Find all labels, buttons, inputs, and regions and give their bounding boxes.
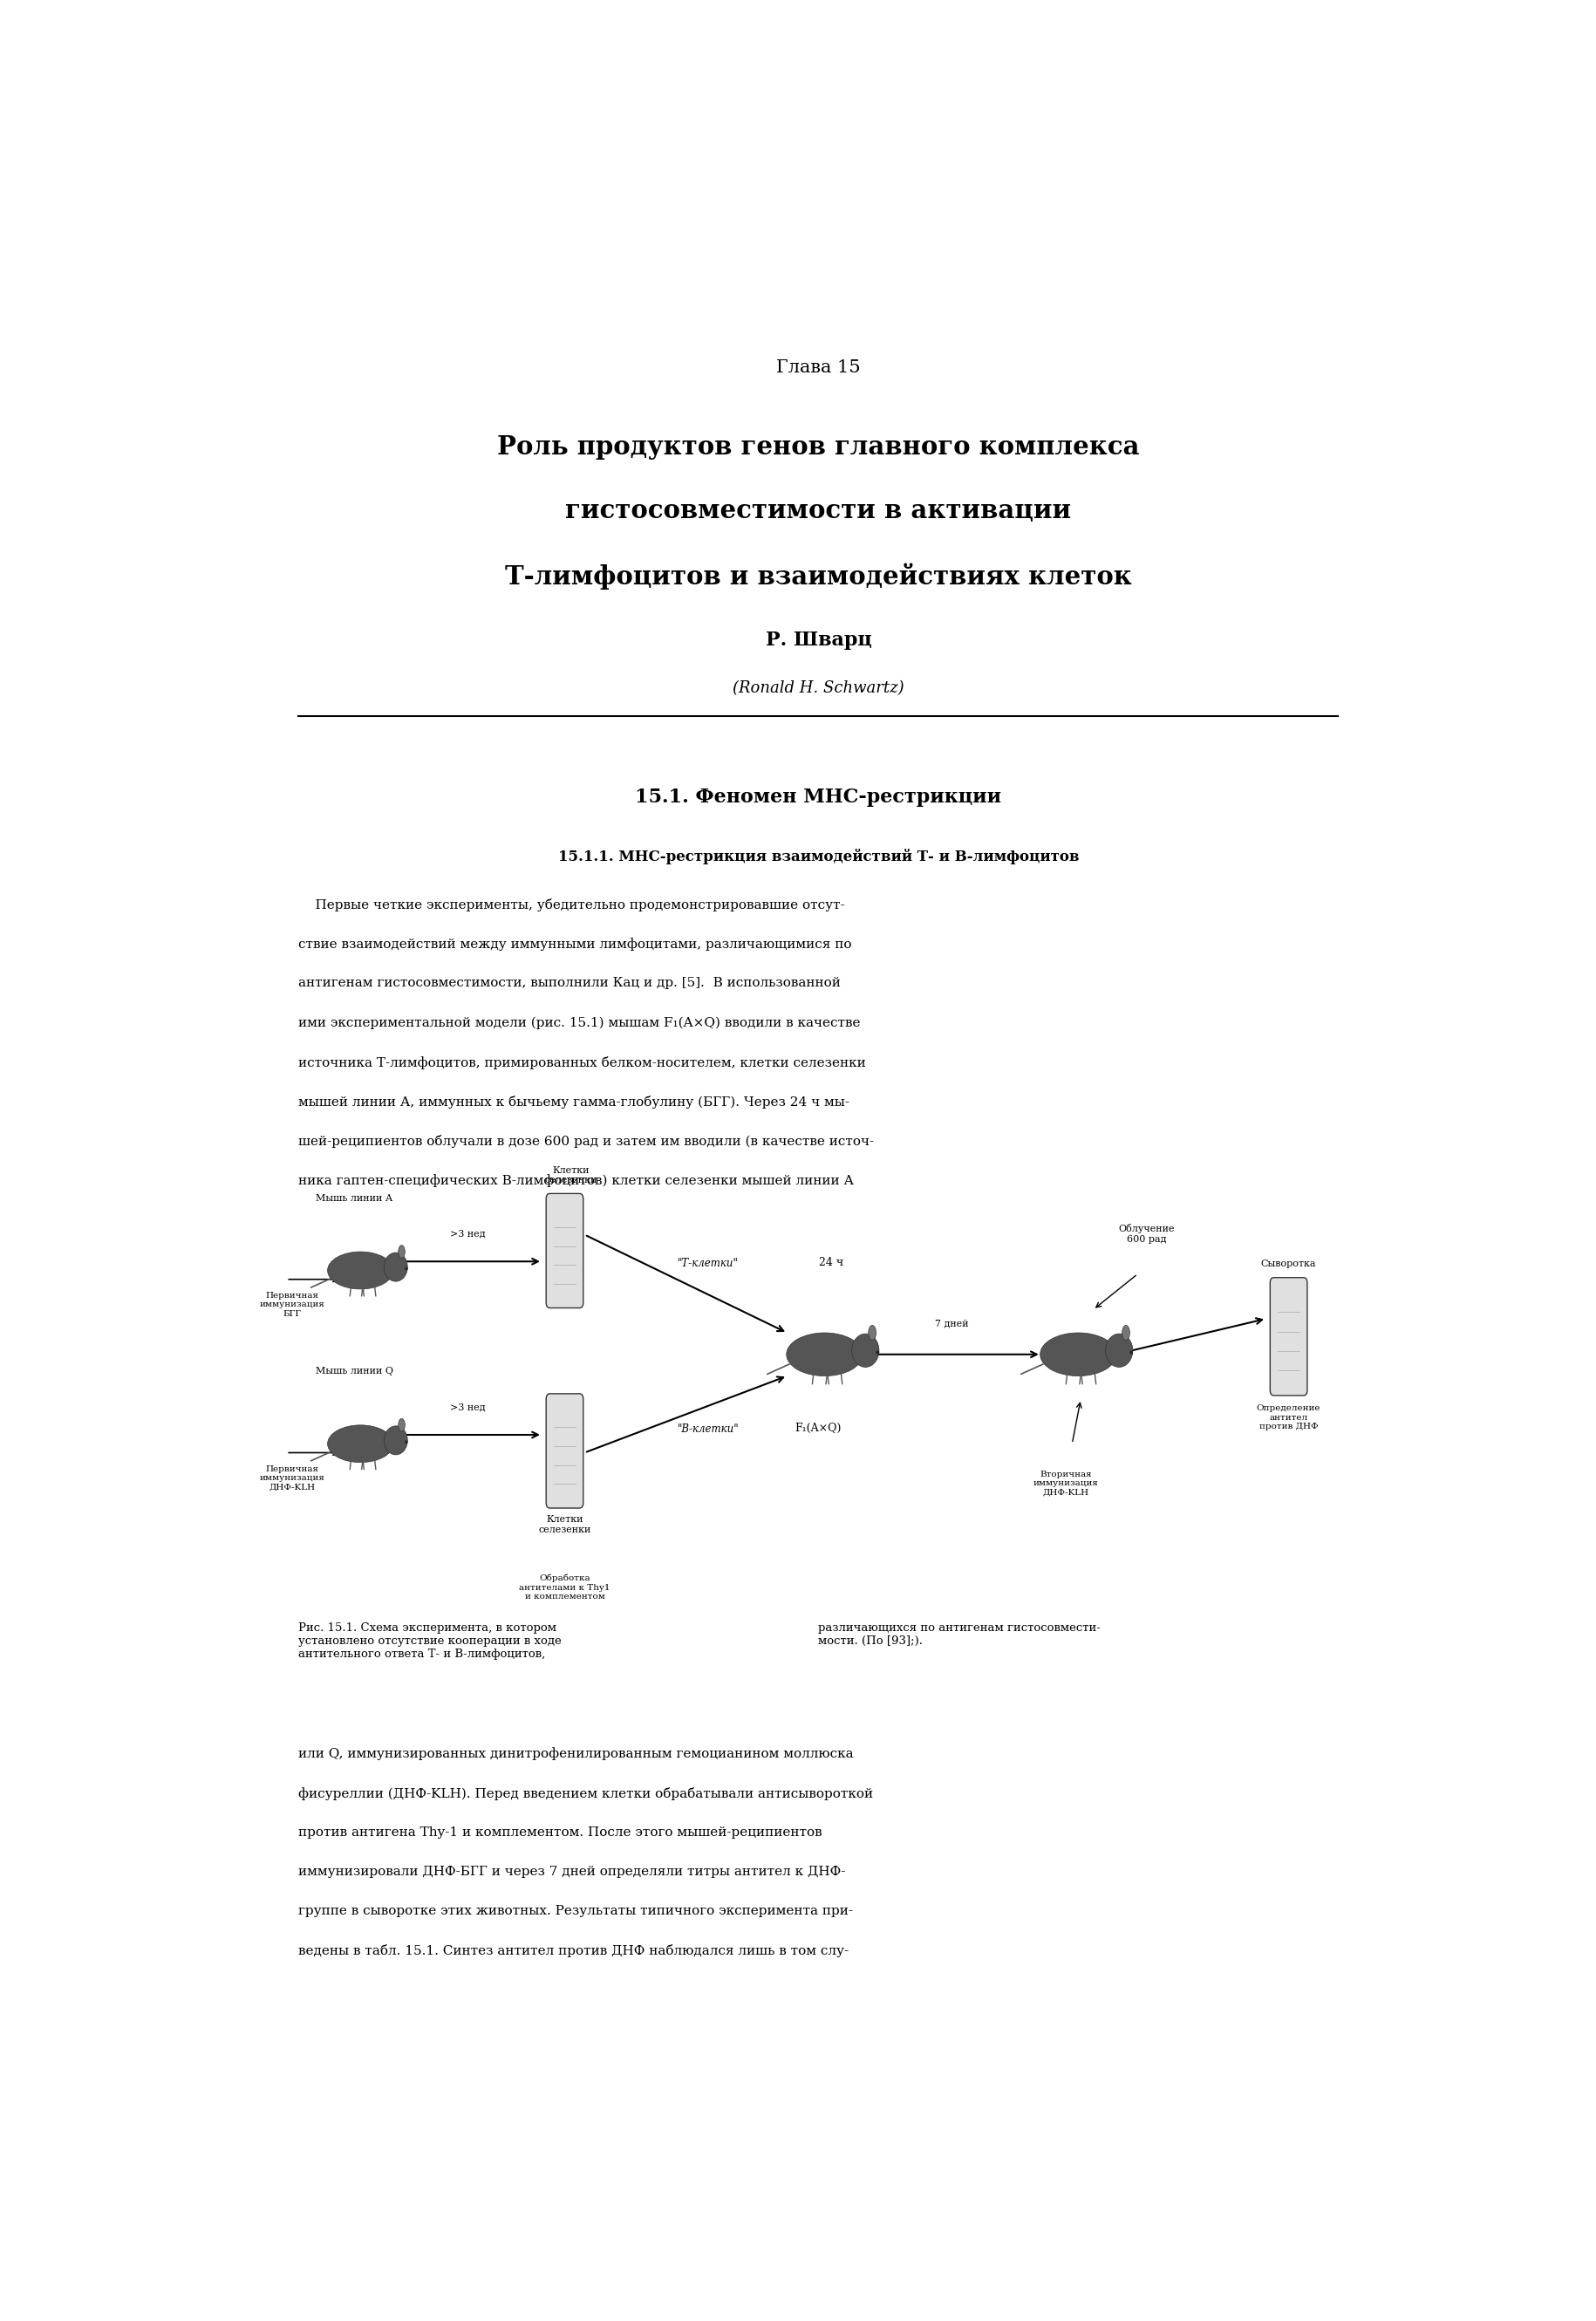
Ellipse shape	[327, 1251, 393, 1288]
Text: Определение
антител
против ДНФ: Определение антител против ДНФ	[1256, 1404, 1320, 1430]
Text: Первые четкие эксперименты, убедительно продемонстрировавшие отсут-: Первые четкие эксперименты, убедительно …	[298, 898, 844, 912]
Text: Первичная
иммунизация
БГГ: Первичная иммунизация БГГ	[260, 1293, 326, 1318]
Text: Мышь линии А: Мышь линии А	[316, 1193, 393, 1202]
Text: 15.1.1. МНС-рестрикция взаимодействий Т- и В-лимфоцитов: 15.1.1. МНС-рестрикция взаимодействий Т-…	[557, 849, 1079, 863]
Ellipse shape	[1122, 1325, 1128, 1339]
FancyBboxPatch shape	[546, 1393, 583, 1509]
Text: Мышь линии Q: Мышь линии Q	[316, 1367, 393, 1376]
Text: Клетки
селезенки: Клетки селезенки	[538, 1516, 591, 1534]
Text: различающихся по антигенам гистосовмести-
мости. (По [93]​;).: различающихся по антигенам гистосовмести…	[819, 1622, 1100, 1648]
Text: >3 нед: >3 нед	[450, 1230, 485, 1237]
FancyBboxPatch shape	[1269, 1277, 1307, 1395]
Ellipse shape	[405, 1267, 407, 1270]
Ellipse shape	[383, 1253, 407, 1281]
Text: Облучение
600 рад: Облучение 600 рад	[1117, 1223, 1173, 1244]
Text: Роль продуктов генов главного комплекса: Роль продуктов генов главного комплекса	[496, 434, 1140, 460]
Ellipse shape	[383, 1425, 407, 1455]
Ellipse shape	[876, 1351, 879, 1355]
FancyBboxPatch shape	[546, 1193, 583, 1309]
Ellipse shape	[1128, 1351, 1133, 1355]
Ellipse shape	[1039, 1332, 1116, 1376]
Text: 7 дней: 7 дней	[934, 1318, 967, 1328]
Text: Глава 15: Глава 15	[776, 360, 860, 376]
Text: Сыворотка: Сыворотка	[1261, 1260, 1315, 1270]
Text: Первичная
иммунизация
ДНФ-KLH: Первичная иммунизация ДНФ-KLH	[260, 1465, 326, 1490]
Ellipse shape	[397, 1246, 405, 1258]
Text: ведены в табл. 15.1. Синтез антител против ДНФ наблюдался лишь в том слу-: ведены в табл. 15.1. Синтез антител прот…	[298, 1945, 849, 1957]
Text: ствие взаимодействий между иммунными лимфоцитами, различающимися по: ствие взаимодействий между иммунными лим…	[298, 938, 852, 952]
Text: группе в сыворотке этих животных. Результаты типичного эксперимента при-: группе в сыворотке этих животных. Резуль…	[298, 1906, 852, 1917]
Ellipse shape	[405, 1441, 407, 1444]
Text: против антигена Thy-1 и комплементом. После этого мышей-реципиентов: против антигена Thy-1 и комплементом. По…	[298, 1827, 822, 1838]
Text: ими экспериментальной модели (рис. 15.1) мышам F₁(A×Q) вводили в качестве: ими экспериментальной модели (рис. 15.1)…	[298, 1017, 860, 1028]
Text: антигенам гистосовместимости, выполнили Кац и др. [5].  В использованной: антигенам гистосовместимости, выполнили …	[298, 977, 841, 989]
Text: "В-клетки": "В-клетки"	[677, 1423, 739, 1434]
Text: Рис. 15.1. Схема эксперимента, в котором
установлено отсутствие кооперации в ход: Рис. 15.1. Схема эксперимента, в котором…	[298, 1622, 562, 1660]
Ellipse shape	[851, 1335, 878, 1367]
Text: или Q, иммунизированных динитрофенилированным гемоцианином моллюска: или Q, иммунизированных динитрофенилиров…	[298, 1748, 854, 1762]
Text: ника гаптен-специфических В-лимфоцитов) клетки селезенки мышей линии А: ника гаптен-специфических В-лимфоцитов) …	[298, 1174, 854, 1186]
Ellipse shape	[1104, 1335, 1132, 1367]
Text: (Ronald H. Schwartz): (Ronald H. Schwartz)	[733, 680, 903, 696]
Ellipse shape	[327, 1425, 393, 1462]
Text: фисуреллии (ДНФ-KLH). Перед введением клетки обрабатывали антисывороткой: фисуреллии (ДНФ-KLH). Перед введением кл…	[298, 1787, 873, 1801]
Ellipse shape	[868, 1325, 876, 1339]
Text: 15.1. Феномен МНС-рестрикции: 15.1. Феномен МНС-рестрикции	[635, 787, 1001, 808]
Text: Р. Шварц: Р. Шварц	[764, 631, 871, 650]
Text: 24 ч: 24 ч	[819, 1258, 843, 1270]
Text: шей-реципиентов облучали в дозе 600 рад и затем им вводили (в качестве источ-: шей-реципиентов облучали в дозе 600 рад …	[298, 1135, 875, 1147]
Ellipse shape	[787, 1332, 862, 1376]
Text: иммунизировали ДНФ-БГГ и через 7 дней определяли титры антител к ДНФ-: иммунизировали ДНФ-БГГ и через 7 дней оп…	[298, 1866, 846, 1878]
Text: мышей линии А, иммунных к бычьему гамма-глобулину (БГГ). Через 24 ч мы-: мышей линии А, иммунных к бычьему гамма-…	[298, 1096, 849, 1109]
Text: Вторичная
иммунизация
ДНФ-KLH: Вторичная иммунизация ДНФ-KLH	[1033, 1472, 1098, 1497]
Text: "Т-клетки": "Т-клетки"	[677, 1258, 739, 1270]
Text: источника Т-лимфоцитов, примированных белком-носителем, клетки селезенки: источника Т-лимфоцитов, примированных бе…	[298, 1056, 865, 1070]
Text: Т-лимфоцитов и взаимодействиях клеток: Т-лимфоцитов и взаимодействиях клеток	[504, 562, 1132, 590]
Text: Обработка
антителами к Thy1
и комплементом: Обработка антителами к Thy1 и комплемент…	[519, 1574, 610, 1601]
Text: >3 нед: >3 нед	[450, 1402, 485, 1411]
Text: гистосовместимости в активации: гистосовместимости в активации	[565, 499, 1071, 525]
Ellipse shape	[397, 1418, 405, 1432]
Text: F₁(A×Q): F₁(A×Q)	[795, 1423, 841, 1434]
Text: Клетки
селезенки: Клетки селезенки	[544, 1165, 597, 1184]
